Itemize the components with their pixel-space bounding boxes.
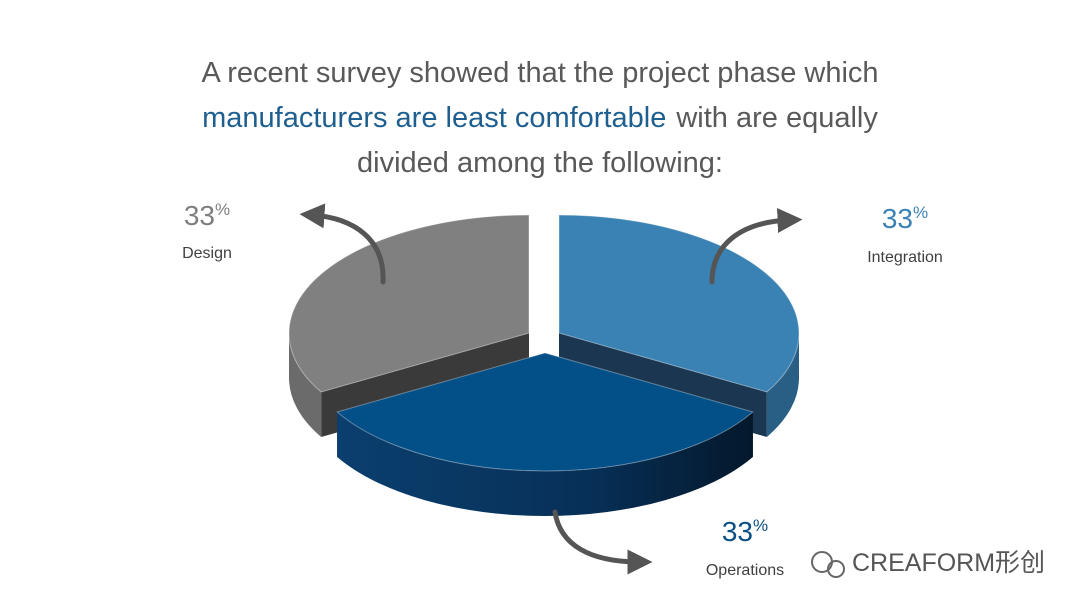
watermark-icon (811, 551, 845, 578)
slice-side (289, 333, 322, 437)
title-highlight: manufacturers are least comfortable (202, 102, 666, 134)
slice-top (558, 214, 800, 393)
value-label: 33% (184, 200, 230, 231)
title-line: A recent survey showed that the project … (201, 57, 878, 89)
title-line: manufacturers are least comfortable with … (202, 102, 878, 134)
arrow (299, 203, 386, 285)
slice (336, 352, 754, 516)
arrows (299, 203, 803, 575)
slice-top (336, 352, 754, 472)
value-label: 33% (722, 516, 768, 547)
category-label: Design (182, 245, 232, 262)
watermark: CREAFORM形创 (852, 549, 1045, 577)
slice-side (337, 412, 753, 516)
value-label: 33% (882, 203, 928, 234)
arrow (552, 509, 653, 575)
arrow (709, 208, 803, 285)
title-text: with are equally (675, 102, 878, 134)
pie (288, 214, 800, 516)
category-label: Operations (706, 562, 784, 579)
title-line: divided among the following: (357, 147, 723, 179)
slice-top (288, 214, 530, 393)
category-label: Integration (867, 249, 943, 266)
slice-side (766, 333, 799, 437)
